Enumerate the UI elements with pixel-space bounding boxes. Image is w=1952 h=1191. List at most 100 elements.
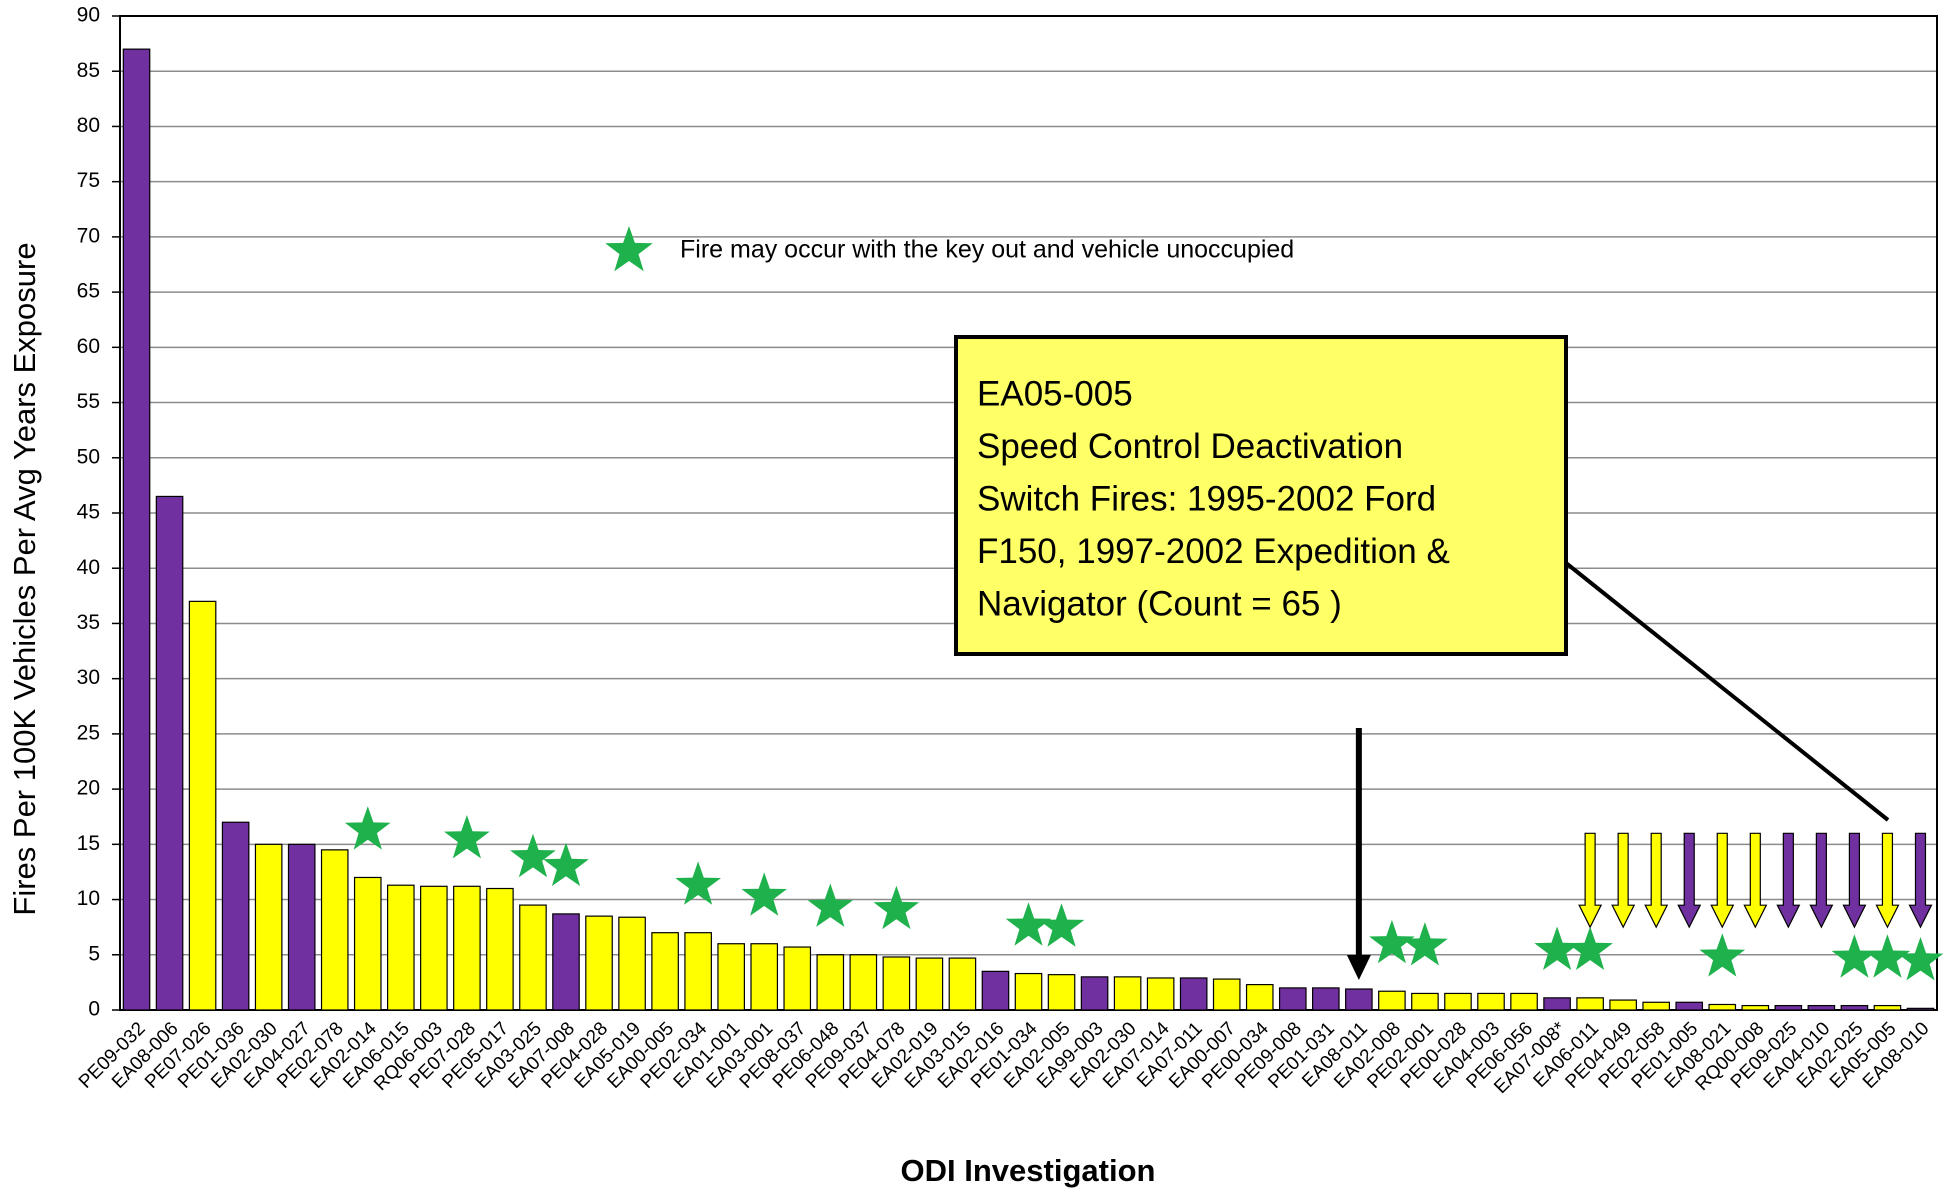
star-marker [1534, 926, 1580, 970]
y-tick-label: 90 [77, 4, 100, 27]
bar [320, 849, 349, 1011]
legend-star [605, 226, 653, 272]
y-tick-label: 65 [77, 280, 100, 303]
bar [981, 970, 1010, 1011]
bar [353, 876, 382, 1011]
bar [684, 932, 712, 1011]
bar [585, 915, 613, 1011]
bar [453, 885, 481, 1011]
y-tick-label: 30 [77, 666, 100, 689]
star-marker [1699, 933, 1746, 977]
down-arrow [1710, 832, 1735, 929]
down-arrow [1644, 832, 1669, 929]
bar [1212, 978, 1241, 1011]
bar [386, 884, 415, 1011]
bar [1278, 987, 1307, 1011]
bar [750, 943, 779, 1011]
bar [618, 916, 646, 1011]
down-arrow [1908, 832, 1933, 929]
bar [1642, 1001, 1671, 1011]
y-tick-label: 25 [77, 721, 100, 744]
bar [948, 957, 977, 1011]
bar [1444, 992, 1472, 1011]
bar [915, 957, 944, 1011]
bar [1378, 990, 1406, 1011]
y-tick-label: 70 [77, 224, 100, 247]
bar [1179, 977, 1208, 1011]
star-marker [510, 833, 556, 878]
bar [519, 904, 547, 1011]
y-tick-label: 50 [77, 445, 100, 468]
y-tick-label: 45 [77, 501, 100, 524]
down-arrow [1611, 832, 1636, 929]
bar [1609, 999, 1637, 1011]
bar [287, 843, 316, 1011]
down-arrow [1776, 832, 1801, 929]
annotation-line: Switch Fires: 1995-2002 Ford [977, 479, 1436, 518]
y-tick-label: 55 [77, 390, 100, 413]
annotation-line: Navigator (Count = 65 ) [977, 584, 1342, 623]
y-axis-title: Fires Per 100K Vehicles Per Avg Years Ex… [7, 242, 42, 915]
bar [882, 956, 911, 1011]
star-marker [444, 815, 490, 859]
x-axis-title: ODI Investigation [901, 1153, 1156, 1188]
bar [1411, 992, 1439, 1011]
bar [1312, 987, 1340, 1011]
star-marker [344, 806, 391, 850]
bar [783, 946, 812, 1011]
y-tick-label: 20 [77, 777, 100, 800]
y-tick-label: 75 [77, 169, 100, 192]
y-tick-label: 60 [77, 335, 100, 358]
bar [1741, 1004, 1770, 1011]
star-marker [1897, 937, 1944, 981]
star-marker [741, 872, 787, 916]
y-tick-label: 40 [77, 556, 100, 579]
y-tick-label: 35 [77, 611, 100, 634]
bar [1146, 977, 1175, 1011]
down-arrow [1809, 832, 1834, 929]
annotation-box [954, 335, 1568, 656]
callout-arrow-head [1346, 955, 1371, 980]
bar [155, 495, 184, 1011]
bar [1873, 1004, 1902, 1011]
bar [1510, 992, 1538, 1011]
bar [1906, 1007, 1935, 1011]
bar [1807, 1004, 1836, 1011]
bar [1840, 1004, 1869, 1011]
down-arrow [1677, 832, 1702, 929]
y-tick-label: 0 [88, 998, 100, 1021]
star-marker [1402, 922, 1448, 966]
bar [1014, 972, 1043, 1011]
bar [552, 913, 580, 1011]
bar [849, 954, 878, 1011]
star-note: Fire may occur with the key out and vehi… [680, 236, 1294, 264]
bar [1708, 1003, 1737, 1011]
bar [1345, 988, 1373, 1011]
bar [717, 943, 745, 1011]
y-tick-label: 15 [77, 832, 100, 855]
y-tick-label: 80 [77, 114, 100, 137]
annotation-line: F150, 1997-2002 Expedition & [977, 532, 1450, 571]
leader-line [1564, 561, 1890, 822]
star-marker [873, 885, 920, 930]
star-marker [1369, 919, 1415, 964]
bar [1576, 997, 1604, 1011]
bar [816, 954, 845, 1011]
down-arrow [1578, 832, 1603, 929]
bar [221, 821, 250, 1011]
annotation-line: Speed Control Deactivation [977, 427, 1403, 466]
y-tick-label: 5 [88, 942, 100, 965]
star-marker [1831, 934, 1878, 978]
star-marker [1567, 926, 1613, 970]
y-tick-label: 85 [77, 59, 100, 82]
bar [651, 932, 679, 1011]
bar [1675, 1001, 1704, 1011]
bar [188, 600, 217, 1011]
star-marker [543, 842, 589, 886]
y-tick-label: 10 [77, 887, 100, 910]
bar [122, 48, 151, 1011]
bar [420, 885, 448, 1011]
bar [254, 843, 283, 1011]
bar [486, 887, 514, 1011]
